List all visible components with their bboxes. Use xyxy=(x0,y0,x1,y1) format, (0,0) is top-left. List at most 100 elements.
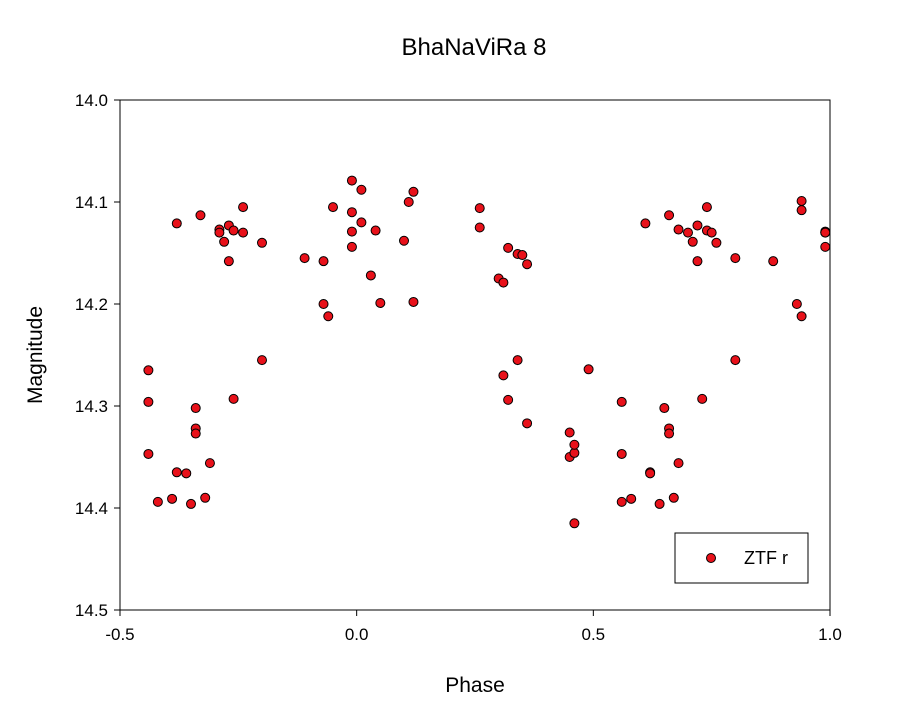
data-point xyxy=(399,235,409,246)
y-tick-label: 14.0 xyxy=(75,91,108,110)
legend-label: ZTF r xyxy=(744,548,788,568)
data-point xyxy=(659,403,670,414)
data-point xyxy=(820,227,831,238)
y-tick-label: 14.4 xyxy=(75,499,108,518)
data-point xyxy=(200,492,211,503)
data-point xyxy=(474,203,485,214)
data-point xyxy=(299,253,310,264)
data-point xyxy=(583,364,594,375)
data-point xyxy=(664,428,675,439)
x-tick-label: -0.5 xyxy=(105,625,134,644)
y-axis: 14.0 14.1 14.2 14.3 14.4 14.5 xyxy=(75,91,120,620)
x-tick-label: 0.0 xyxy=(345,625,369,644)
data-point xyxy=(503,394,514,405)
data-point xyxy=(190,403,201,414)
data-point xyxy=(569,447,580,458)
data-point xyxy=(522,259,533,270)
data-point xyxy=(346,226,357,237)
y-tick-label: 14.2 xyxy=(75,295,108,314)
data-point xyxy=(569,518,580,529)
data-point xyxy=(796,195,807,206)
data-point xyxy=(403,197,414,207)
data-point xyxy=(181,468,192,479)
data-point xyxy=(569,439,580,450)
y-tick-label: 14.5 xyxy=(75,601,108,620)
data-point xyxy=(673,224,684,235)
chart-title: BhaNaViRa 8 xyxy=(402,34,547,61)
data-point xyxy=(257,237,267,248)
data-point xyxy=(167,493,178,504)
data-point xyxy=(692,256,703,267)
data-point xyxy=(616,396,627,407)
data-point xyxy=(796,311,807,322)
data-point xyxy=(503,242,514,253)
data-point xyxy=(318,299,329,309)
y-tick-label: 14.1 xyxy=(75,193,108,212)
data-point xyxy=(517,250,528,261)
data-point xyxy=(143,365,154,376)
data-point xyxy=(791,299,802,309)
legend: ZTF r xyxy=(674,532,809,584)
data-point xyxy=(640,218,651,229)
data-point xyxy=(697,393,708,404)
data-point xyxy=(365,270,376,281)
data-point xyxy=(664,210,675,221)
y-tick-label: 14.3 xyxy=(75,397,108,416)
data-point xyxy=(408,296,419,307)
data-point xyxy=(171,218,182,229)
data-point xyxy=(219,236,230,247)
data-point xyxy=(356,217,367,228)
data-point xyxy=(474,222,485,233)
data-point xyxy=(645,468,656,479)
data-point xyxy=(512,355,523,366)
data-point xyxy=(654,498,665,509)
data-point xyxy=(498,277,509,288)
data-point xyxy=(626,493,637,504)
legend-box xyxy=(674,532,809,584)
data-point xyxy=(346,241,357,252)
data-point xyxy=(730,253,741,264)
data-point xyxy=(356,184,367,195)
data-point xyxy=(204,458,215,469)
data-point xyxy=(687,236,698,247)
data-point xyxy=(701,202,712,213)
x-axis: -0.5 0.0 0.5 1.0 xyxy=(105,610,842,644)
data-point xyxy=(323,311,334,322)
data-points xyxy=(143,175,831,529)
data-point xyxy=(328,202,338,213)
data-point xyxy=(346,175,357,186)
data-point xyxy=(370,225,381,236)
x-tick-label: 1.0 xyxy=(818,625,842,644)
plot-area-frame xyxy=(119,99,831,611)
y-axis-title: Magnitude xyxy=(24,306,47,404)
data-point xyxy=(143,448,154,459)
data-point xyxy=(195,210,206,221)
data-point xyxy=(228,225,239,236)
data-point xyxy=(692,220,703,231)
data-point xyxy=(186,498,196,509)
data-point xyxy=(730,355,741,366)
data-point xyxy=(820,241,831,252)
data-point xyxy=(228,393,239,404)
data-point xyxy=(238,202,249,213)
data-point xyxy=(564,427,575,438)
data-point xyxy=(408,186,419,197)
x-axis-title: Phase xyxy=(445,674,505,697)
legend-marker xyxy=(706,553,716,563)
data-point xyxy=(152,496,163,507)
data-point xyxy=(375,297,386,308)
data-point xyxy=(223,256,234,267)
data-point xyxy=(668,492,679,503)
data-point xyxy=(616,496,627,507)
data-point xyxy=(706,227,717,238)
data-point xyxy=(346,207,357,218)
data-point xyxy=(796,205,807,216)
data-point xyxy=(143,396,154,407)
data-point xyxy=(171,467,182,478)
data-point xyxy=(498,370,509,381)
data-point xyxy=(522,418,533,429)
data-point xyxy=(238,227,249,238)
data-point xyxy=(683,227,693,238)
data-point xyxy=(318,256,329,267)
